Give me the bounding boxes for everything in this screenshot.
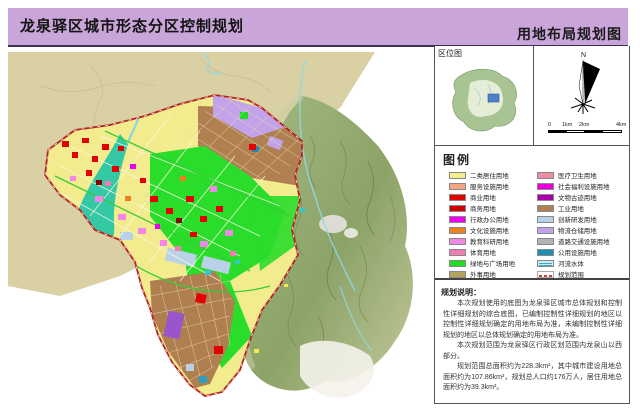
legend-label: 物流仓储用地 [558, 227, 597, 235]
sidebar-panel: 区位图 N [434, 46, 630, 404]
legend-item: 创新研发用地 [537, 214, 629, 225]
legend-label: 规划范围 [558, 271, 584, 279]
legend-item: 道路交通设施用地 [537, 236, 629, 247]
compass-cell: N 0 1km 2km 4km [534, 46, 629, 145]
notes-paragraph: 规划范围总面积约为228.3km²，其中城市建设用地总面积约为107.86km²… [443, 363, 622, 391]
legend-swatch [449, 216, 466, 223]
legend-item: 医疗卫生用地 [537, 170, 629, 181]
legend-item: 服务设施用地 [449, 181, 533, 192]
location-title: 区位图 [438, 49, 462, 58]
legend-item: 教育科研用地 [449, 236, 533, 247]
legend-swatch [449, 183, 466, 190]
legend-label: 教育科研用地 [470, 238, 509, 246]
page-title: 龙泉驿区城市形态分区控制规划 [20, 18, 245, 35]
legend-label: 商务用地 [470, 205, 496, 213]
legend-label: 创新研发用地 [558, 216, 597, 224]
location-map-cell: 区位图 [435, 46, 534, 145]
scale-bar: 0 1km 2km 4km [548, 122, 626, 136]
north-arrow-icon: N [570, 52, 600, 114]
notes-title: 规划说明： [441, 288, 481, 297]
planning-boundary-line [44, 94, 303, 397]
legend-swatch [449, 271, 466, 278]
legend-swatch [449, 205, 466, 212]
district-highlight [487, 93, 500, 103]
sheet-title: 用地布局规划图 [517, 26, 622, 42]
legend-label: 社会福利设施用地 [558, 183, 610, 191]
legend-label: 公用设施用地 [558, 249, 597, 257]
header-band: 龙泉驿区城市形态分区控制规划 用地布局规划图 [8, 8, 628, 47]
scale-bar-segments [548, 130, 622, 133]
legend-swatch [537, 216, 554, 223]
scale-label-2km: 2km [579, 122, 590, 128]
legend-swatch [537, 183, 554, 190]
legend-item: 公用设施用地 [537, 247, 629, 258]
legend-swatch [449, 227, 466, 234]
legend-swatch [449, 249, 466, 256]
legend-item: 二类居住用地 [449, 170, 533, 181]
legend-swatch [537, 260, 554, 267]
legend-label: 商业用地 [470, 194, 496, 202]
legend-item: 商业用地 [449, 192, 533, 203]
notes-body: 本次规划使用的底图为龙泉驿区城市总体规划和控制性详细规划的综合底图，已编制控制性… [443, 299, 622, 394]
legend-label: 绿地与广场用地 [470, 260, 516, 268]
legend-swatch [537, 205, 554, 212]
landuse-map [0, 46, 434, 411]
legend-item: 文化设施用地 [449, 225, 533, 236]
legend-label: 河流水体 [558, 260, 584, 268]
legend-label: 工业用地 [558, 205, 584, 213]
legend-swatch [449, 194, 466, 201]
north-label: N [581, 52, 586, 59]
location-section: 区位图 N [435, 46, 629, 146]
legend-label: 二类居住用地 [470, 172, 509, 180]
legend-swatch [537, 194, 554, 201]
location-mini-map [452, 68, 517, 132]
legend-swatch [537, 227, 554, 234]
legend-item: 社会福利设施用地 [537, 181, 629, 192]
legend-label: 道路交通设施用地 [558, 238, 610, 246]
legend-swatch [537, 238, 554, 245]
notes-paragraph: 本次规划范围为龙泉驿区行政区划范围内龙泉山以西部分。 [443, 342, 622, 360]
legend-swatch [449, 238, 466, 245]
legend-item: 行政办公用地 [449, 214, 533, 225]
legend-label: 体育用地 [470, 249, 496, 257]
legend-swatch [537, 172, 554, 179]
landuse-map-svg [8, 52, 413, 398]
notes-paragraph: 本次规划使用的底图为龙泉驿区城市总体规划和控制性详细规划的综合底图，已编制控制性… [443, 300, 622, 339]
legend-item: 绿地与广场用地 [449, 258, 533, 269]
scale-label-1km: 1km [562, 122, 573, 128]
legend-item: 物流仓储用地 [537, 225, 629, 236]
legend-swatch [449, 172, 466, 179]
scale-label-4km: 4km [616, 122, 627, 128]
legend-item: 外事用地 [449, 269, 533, 280]
legend-column-left: 二类居住用地 服务设施用地 商业用地商务用地行政办公用地 文化设施用地 教育科研用地 体育… [449, 170, 533, 280]
legend-title: 图例 [443, 153, 472, 167]
legend-item: 河流水体 [537, 258, 629, 269]
legend-column-right: 医疗卫生用地社会福利设施用地 文物古迹用地 工业用地创新研发用地 物流仓储用地道路交通… [537, 170, 629, 280]
legend-item: 体育用地 [449, 247, 533, 258]
notes-section: 规划说明： 本次规划使用的底图为龙泉驿区城市总体规划和控制性详细规划的综合底图，… [435, 282, 629, 403]
legend-item: 商务用地 [449, 203, 533, 214]
legend-item: 文物古迹用地 [537, 192, 629, 203]
legend-label: 文物古迹用地 [558, 194, 597, 202]
legend-label: 文化设施用地 [470, 227, 509, 235]
legend-swatch [537, 271, 554, 278]
legend-label: 医疗卫生用地 [558, 172, 597, 180]
legend-label: 外事用地 [470, 271, 496, 279]
scale-label-0: 0 [548, 122, 552, 128]
legend-swatch [537, 249, 554, 256]
legend-item: 工业用地 [537, 203, 629, 214]
legend-item: 规划范围 [537, 269, 629, 280]
legend-label: 行政办公用地 [470, 216, 509, 224]
legend-section: 图例 二类居住用地 服务设施用地 商业用地商务用地行政办公用地 文化设施用地 教育科研用… [435, 146, 629, 280]
legend-label: 服务设施用地 [470, 183, 509, 191]
legend-swatch [449, 260, 466, 267]
